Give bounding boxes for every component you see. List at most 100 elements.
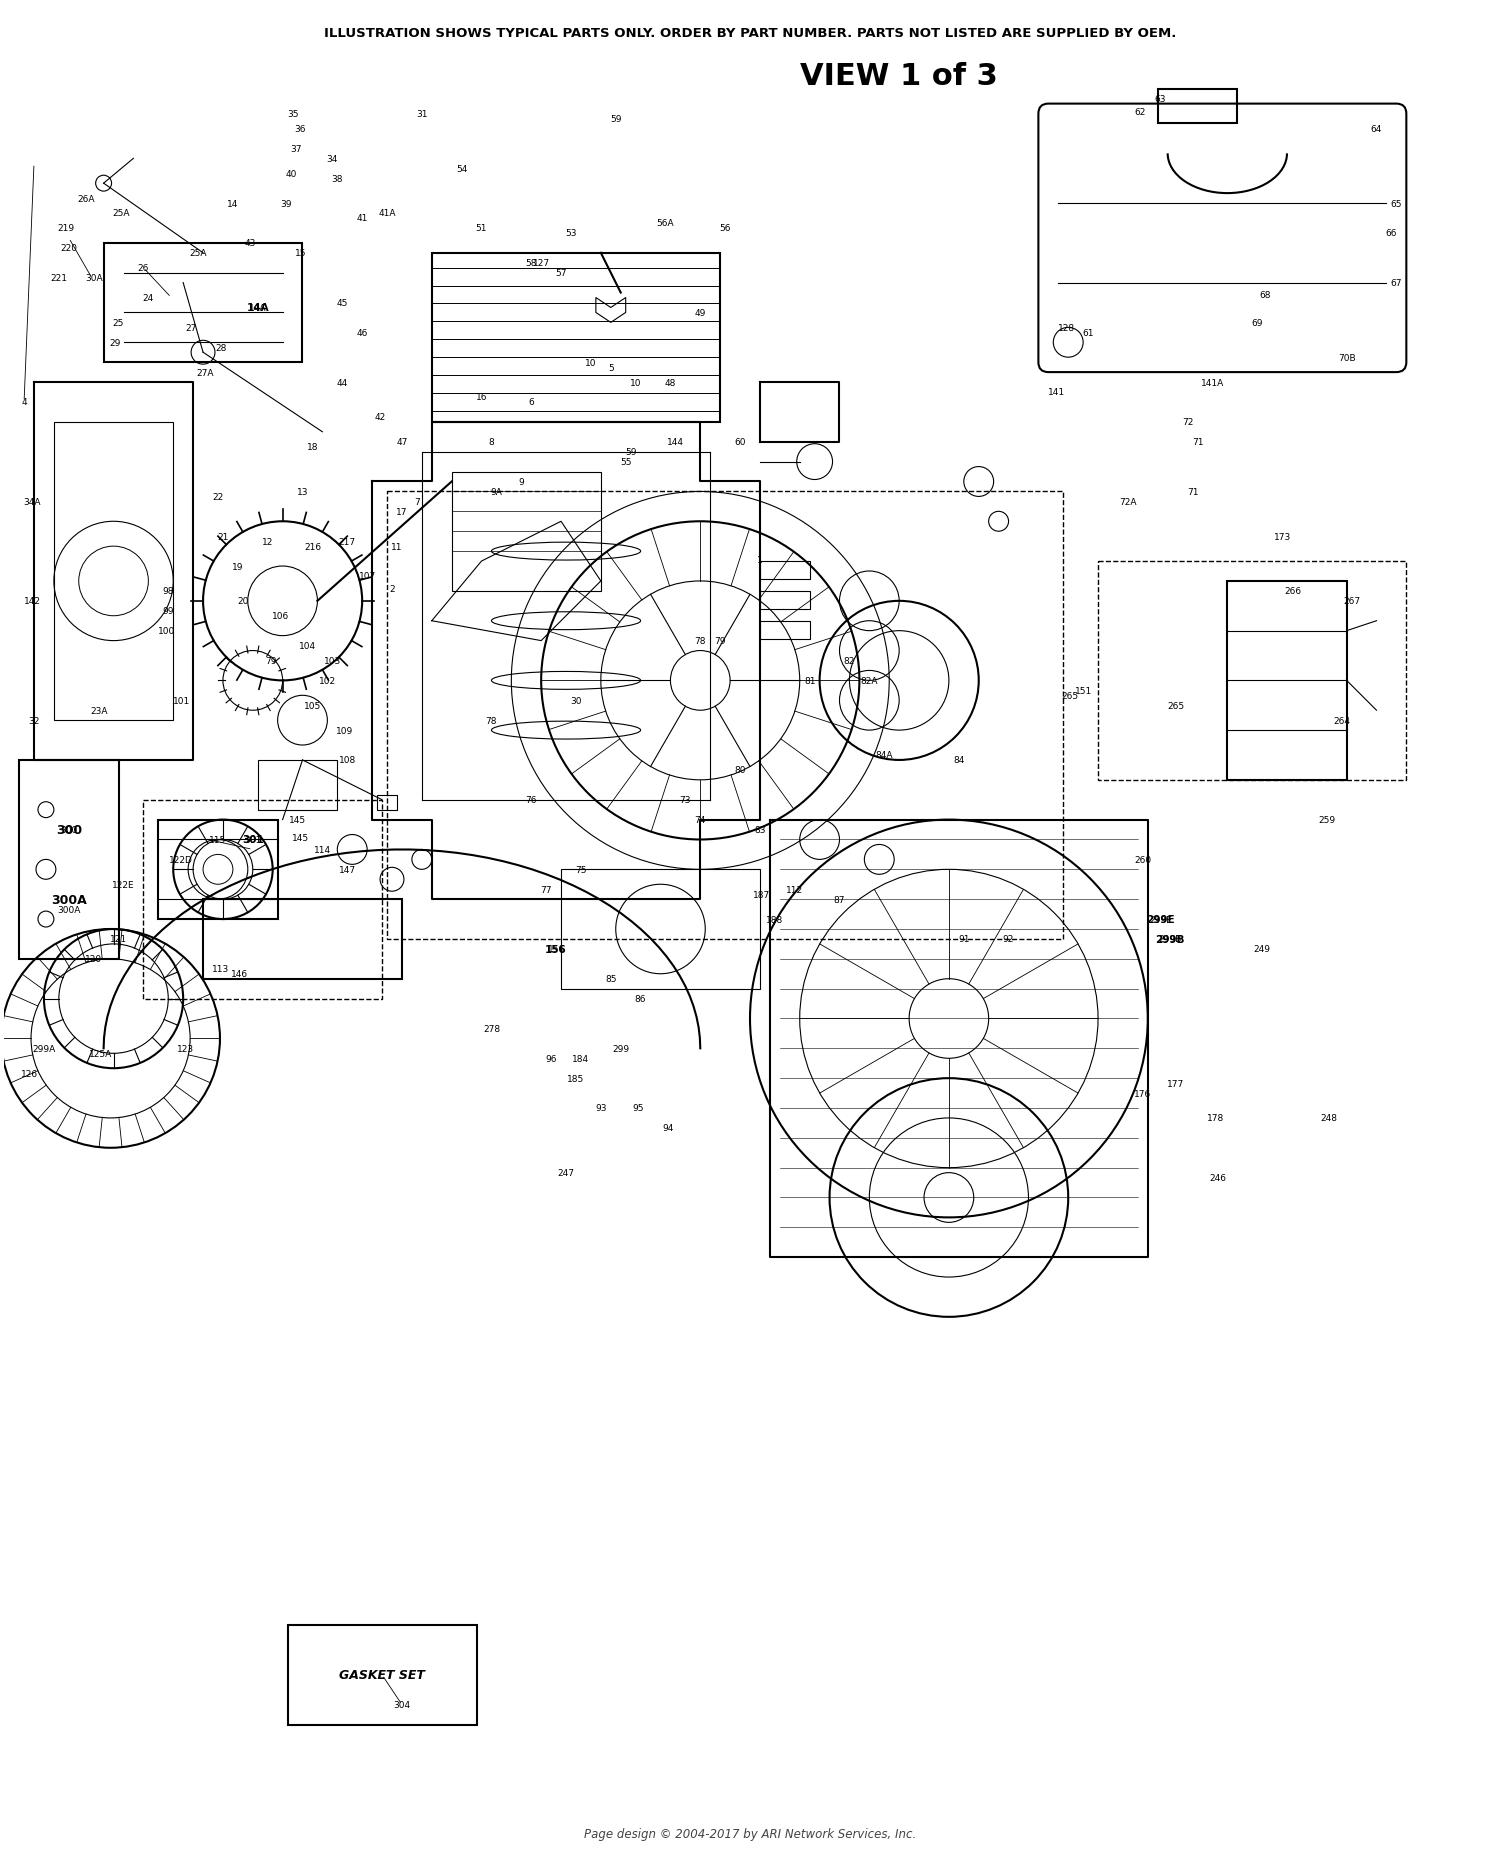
Text: 6: 6	[528, 397, 534, 407]
Text: 19: 19	[232, 563, 243, 572]
Bar	[159, 821, 278, 919]
Text: 21: 21	[217, 533, 228, 542]
Text: 178: 178	[1208, 1114, 1224, 1123]
Text: 128: 128	[1058, 323, 1076, 332]
Text: 266: 266	[1284, 587, 1302, 596]
Text: 300: 300	[60, 826, 78, 834]
Bar	[20, 761, 118, 960]
Text: 64: 64	[1371, 124, 1382, 134]
Text: 13: 13	[297, 488, 309, 496]
Text: 259: 259	[1318, 815, 1335, 825]
Text: 96: 96	[546, 1055, 556, 1064]
Text: 216: 216	[304, 542, 321, 552]
Text: 51: 51	[476, 225, 488, 234]
Text: ILLUSTRATION SHOWS TYPICAL PARTS ONLY. ORDER BY PART NUMBER. PARTS NOT LISTED AR: ILLUSTRATION SHOWS TYPICAL PARTS ONLY. O…	[324, 26, 1176, 39]
Bar	[387, 492, 1064, 940]
Text: Page design © 2004-2017 by ARI Network Services, Inc.: Page design © 2004-2017 by ARI Network S…	[584, 1827, 916, 1840]
Text: 29: 29	[110, 338, 122, 347]
Bar	[288, 1625, 477, 1725]
Text: 78: 78	[486, 717, 496, 726]
Text: 300: 300	[56, 825, 82, 838]
Text: 43: 43	[244, 240, 255, 249]
Bar	[1098, 563, 1407, 780]
Text: 30A: 30A	[86, 275, 102, 282]
Text: 46: 46	[357, 329, 368, 338]
Text: 71: 71	[1191, 438, 1203, 448]
Text: 107: 107	[358, 572, 376, 581]
Text: 94: 94	[663, 1123, 674, 1133]
Text: 92: 92	[1004, 934, 1014, 943]
Text: 87: 87	[834, 895, 844, 904]
Text: 34A: 34A	[24, 498, 40, 507]
Text: 219: 219	[57, 225, 75, 234]
Text: 79: 79	[714, 637, 726, 646]
Text: 142: 142	[24, 596, 40, 605]
Text: 23A: 23A	[90, 706, 108, 715]
Text: 62: 62	[1134, 108, 1146, 117]
Text: 14A: 14A	[249, 305, 267, 312]
Text: 47: 47	[396, 438, 408, 448]
Text: 299B: 299B	[1158, 934, 1182, 943]
Text: 265: 265	[1167, 702, 1184, 711]
Text: 299E: 299E	[1146, 914, 1174, 925]
Bar	[202, 899, 402, 979]
Text: 146: 146	[231, 969, 249, 979]
Text: 188: 188	[766, 916, 783, 925]
Text: 145: 145	[290, 815, 306, 825]
Bar	[1227, 581, 1347, 780]
Text: 74: 74	[694, 815, 706, 825]
Text: 41: 41	[357, 214, 368, 223]
Text: 83: 83	[754, 826, 765, 834]
Text: 17: 17	[396, 507, 408, 516]
Text: 248: 248	[1320, 1114, 1338, 1123]
Text: 78: 78	[694, 637, 706, 646]
Text: 32: 32	[28, 717, 39, 726]
Text: 84: 84	[952, 756, 964, 765]
Text: 28: 28	[216, 344, 226, 353]
Bar	[452, 472, 602, 592]
Text: 112: 112	[786, 886, 804, 895]
Text: 61: 61	[1083, 329, 1094, 338]
Text: 299A: 299A	[33, 1044, 56, 1053]
Text: 120: 120	[86, 954, 102, 964]
Text: 220: 220	[60, 243, 78, 253]
Text: 100: 100	[158, 628, 176, 635]
Text: 114: 114	[314, 845, 332, 854]
Text: 40: 40	[286, 169, 297, 178]
Text: 86: 86	[634, 995, 646, 1003]
Text: 45: 45	[336, 299, 348, 308]
Text: 27: 27	[186, 323, 196, 332]
Text: 63: 63	[1154, 95, 1166, 104]
Text: 24: 24	[142, 293, 154, 303]
Text: 184: 184	[573, 1055, 590, 1064]
Text: VIEW 1 of 3: VIEW 1 of 3	[801, 63, 998, 91]
Text: 9A: 9A	[490, 488, 502, 496]
Text: 173: 173	[1275, 533, 1292, 542]
Text: 37: 37	[290, 145, 302, 154]
Text: 300A: 300A	[51, 893, 87, 906]
Text: 115: 115	[210, 836, 226, 845]
Text: 80: 80	[735, 765, 746, 774]
Text: 126: 126	[21, 1070, 38, 1079]
Text: 70B: 70B	[1338, 353, 1356, 362]
Text: 217: 217	[339, 537, 356, 546]
Text: 156: 156	[544, 945, 567, 954]
Text: 101: 101	[172, 696, 190, 706]
Text: 68: 68	[1260, 292, 1270, 299]
Text: 260: 260	[1134, 856, 1152, 864]
Bar	[1158, 89, 1238, 124]
Text: 145: 145	[292, 834, 309, 843]
Text: 2: 2	[388, 585, 394, 594]
Bar	[144, 800, 382, 999]
Text: 8: 8	[489, 438, 495, 448]
Bar	[760, 592, 810, 609]
Bar	[561, 869, 760, 990]
Circle shape	[190, 342, 214, 366]
Text: 44: 44	[336, 379, 348, 388]
Text: 141A: 141A	[1202, 379, 1224, 388]
Text: 300A: 300A	[57, 904, 81, 914]
Bar	[760, 622, 810, 639]
Text: 147: 147	[339, 865, 356, 875]
Text: 12: 12	[262, 537, 273, 546]
Text: 85: 85	[604, 975, 616, 984]
